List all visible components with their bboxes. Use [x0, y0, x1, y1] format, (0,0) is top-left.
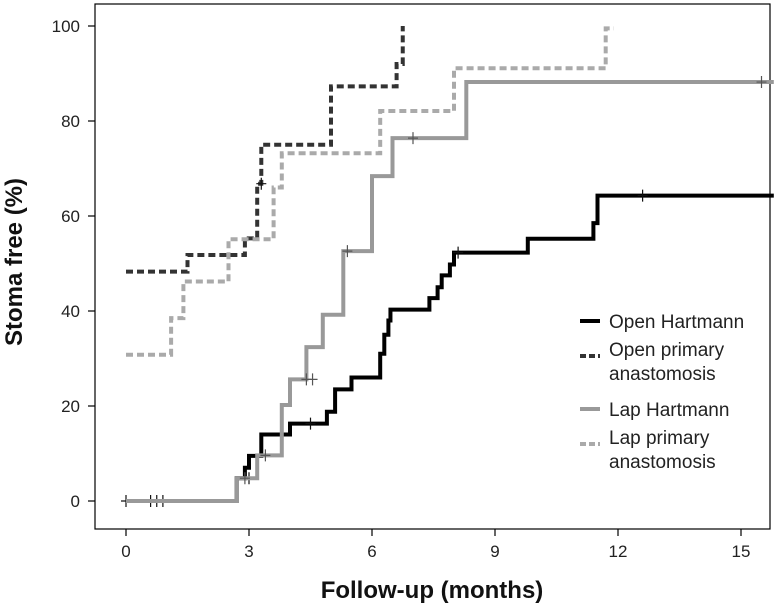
legend-label-lap-hartmann: Lap Hartmann: [609, 400, 729, 421]
y-axis-title: Stoma free (%): [1, 178, 28, 346]
x-tick-label: 9: [490, 542, 499, 561]
y-tick-label: 60: [61, 207, 80, 226]
legend: Open Hartmann Open primary anastomosis L…: [580, 312, 744, 473]
legend-label-lap-primary-anastomosis: Lap primary anastomosis: [609, 428, 716, 473]
censor-mark-lap-hartmann: [408, 132, 418, 145]
censor-mark-lap-hartmann: [260, 449, 271, 462]
censor-mark-open-primary-anastomosis: [256, 177, 267, 190]
x-tick-label: 0: [121, 542, 130, 561]
axis-layer: 0 20 40 60 80 100 0 3 6 9 12 15: [52, 17, 751, 561]
series-line-open-primary-anastomosis: [126, 26, 405, 274]
y-tick-label: 80: [61, 112, 80, 131]
legend-label-lap-primary-line1: Lap primary: [609, 428, 710, 449]
x-tick-label: 6: [367, 542, 376, 561]
censor-mark-open-hartmann: [453, 246, 464, 259]
series-layer: [121, 26, 774, 507]
legend-label-open-hartmann: Open Hartmann: [609, 312, 744, 333]
series-line-lap-primary-anastomosis: [126, 26, 614, 357]
x-axis-title: Follow-up (months): [321, 577, 544, 604]
y-tick-label: 0: [71, 492, 80, 511]
plot-frame: [94, 3, 771, 530]
censor-mark-open-hartmann: [305, 417, 316, 430]
x-tick-label: 15: [732, 542, 751, 561]
x-tick-label: 12: [609, 542, 628, 561]
censor-mark-lap-hartmann: [307, 373, 318, 386]
y-tick-label: 40: [61, 302, 80, 321]
x-tick-label: 3: [244, 542, 253, 561]
censor-mark-lap-hartmann: [239, 472, 250, 485]
legend-label-open-primary-anastomosis: Open primary anastomosis: [609, 340, 729, 385]
censor-mark-open-hartmann: [637, 189, 648, 202]
y-tick-label: 100: [52, 17, 80, 36]
series-line-lap-hartmann: [126, 80, 774, 503]
legend-label-open-primary-line2: anastomosis: [609, 364, 716, 385]
y-tick-label: 20: [61, 397, 80, 416]
censor-mark-lap-hartmann: [756, 76, 767, 89]
legend-label-open-primary-line1: Open primary: [609, 340, 725, 361]
censor-mark-lap-hartmann: [342, 245, 353, 258]
legend-label-lap-primary-line2: anastomosis: [609, 452, 716, 473]
